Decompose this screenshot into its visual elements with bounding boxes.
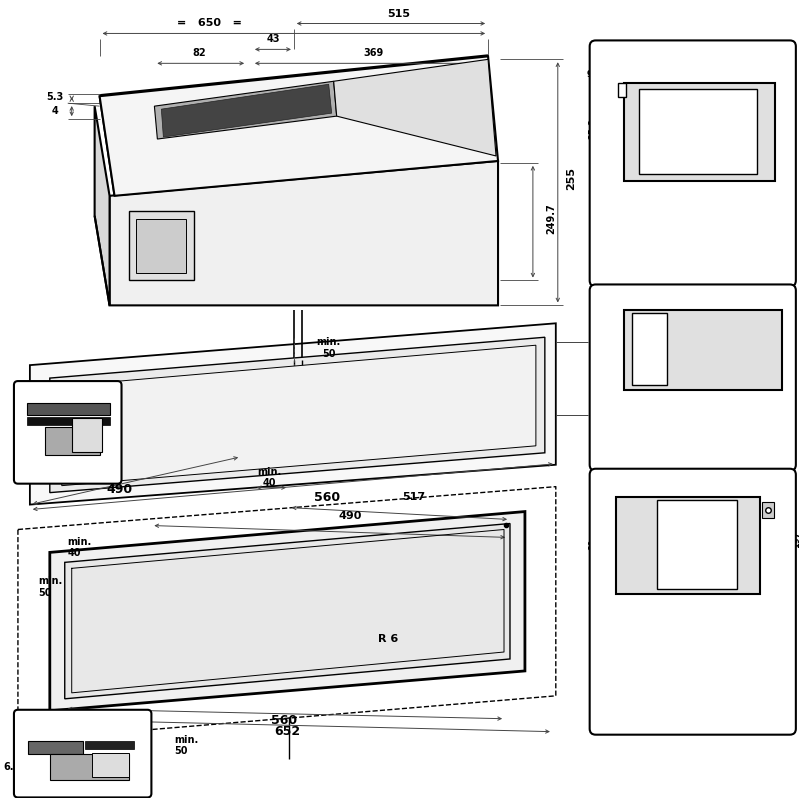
Text: 77.5: 77.5 xyxy=(705,196,726,206)
Text: 163.6: 163.6 xyxy=(676,470,706,480)
Text: 23.5: 23.5 xyxy=(699,419,719,429)
Text: 515: 515 xyxy=(387,9,410,18)
Text: R 6: R 6 xyxy=(378,634,398,644)
Text: 255: 255 xyxy=(566,167,576,190)
Text: 555: 555 xyxy=(694,224,711,233)
Text: min.
40: min. 40 xyxy=(598,399,622,421)
FancyBboxPatch shape xyxy=(590,285,796,470)
FancyBboxPatch shape xyxy=(590,469,796,734)
Bar xyxy=(639,90,757,174)
Polygon shape xyxy=(65,523,510,699)
Bar xyxy=(92,753,130,777)
Text: min.
40: min. 40 xyxy=(68,537,92,558)
Bar xyxy=(27,403,110,415)
Bar xyxy=(623,83,775,181)
Bar xyxy=(28,741,82,754)
Bar xyxy=(85,741,134,749)
Text: =   650   =: = 650 = xyxy=(177,18,242,29)
Polygon shape xyxy=(137,218,186,273)
Polygon shape xyxy=(50,338,545,493)
Polygon shape xyxy=(50,511,525,710)
Text: 490: 490 xyxy=(106,483,133,496)
Bar xyxy=(658,500,737,590)
Text: 14: 14 xyxy=(646,290,659,299)
Text: min.
50: min. 50 xyxy=(38,577,62,598)
Bar xyxy=(615,497,760,594)
FancyBboxPatch shape xyxy=(14,710,151,798)
Text: 43: 43 xyxy=(266,34,280,45)
Text: 5.3: 5.3 xyxy=(46,92,63,102)
Text: min.
50: min. 50 xyxy=(174,735,198,757)
Text: min.
50: min. 50 xyxy=(598,327,622,349)
Bar xyxy=(72,418,102,452)
Polygon shape xyxy=(162,84,332,137)
Text: 490: 490 xyxy=(339,510,362,521)
FancyBboxPatch shape xyxy=(590,41,796,286)
Text: 217: 217 xyxy=(629,610,646,620)
Bar xyxy=(618,83,626,97)
Text: 560: 560 xyxy=(314,491,340,504)
Text: 197: 197 xyxy=(792,530,800,548)
Text: min.
40: min. 40 xyxy=(257,467,281,489)
Text: 652: 652 xyxy=(274,725,300,738)
Text: 35.5: 35.5 xyxy=(705,210,726,218)
Text: 321: 321 xyxy=(706,353,724,362)
Bar xyxy=(27,417,110,425)
Bar xyxy=(45,427,100,454)
Text: 249.7: 249.7 xyxy=(546,203,556,234)
Polygon shape xyxy=(334,59,496,156)
Text: 4: 4 xyxy=(51,106,58,116)
Text: 47.5: 47.5 xyxy=(695,46,719,56)
Text: 9.7: 9.7 xyxy=(587,70,602,78)
Polygon shape xyxy=(100,56,498,196)
Text: 560: 560 xyxy=(271,714,297,727)
Bar xyxy=(623,310,782,390)
Text: 128.6: 128.6 xyxy=(784,531,793,558)
Text: 89: 89 xyxy=(589,538,598,550)
FancyBboxPatch shape xyxy=(14,381,122,484)
Text: 25.8: 25.8 xyxy=(589,118,598,139)
Bar xyxy=(762,502,774,518)
Text: 6.5: 6.5 xyxy=(3,762,21,771)
Bar xyxy=(633,314,667,385)
Text: 517: 517 xyxy=(402,492,425,502)
Polygon shape xyxy=(110,161,498,306)
Text: 82: 82 xyxy=(193,48,206,58)
Text: 392: 392 xyxy=(703,409,721,418)
Polygon shape xyxy=(130,210,194,281)
Polygon shape xyxy=(30,323,556,505)
Polygon shape xyxy=(94,106,110,306)
Text: min.
50: min. 50 xyxy=(317,338,341,359)
Text: 489.5: 489.5 xyxy=(690,431,717,440)
Polygon shape xyxy=(62,346,536,486)
Bar xyxy=(50,754,130,781)
Polygon shape xyxy=(154,82,337,139)
Text: 14.8: 14.8 xyxy=(605,46,629,56)
Text: 222: 222 xyxy=(629,623,646,633)
Text: 369: 369 xyxy=(363,48,384,58)
